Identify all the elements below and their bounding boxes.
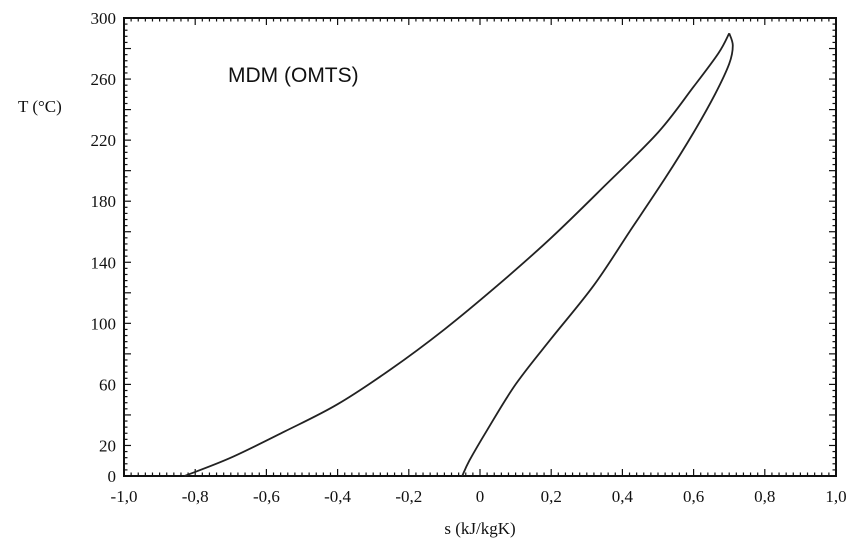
x-axis-title: s (kJ/kgK) — [444, 519, 515, 538]
x-tick-label: 1,0 — [825, 487, 846, 506]
y-tick-label: 20 — [99, 436, 116, 455]
x-tick-label: -0,6 — [253, 487, 280, 506]
axes: 0 20 60 100 140 180 220 260 300 -1,0 -0,8 -0,6 -0,4… — [91, 9, 847, 506]
y-tick-labels: 0 20 60 100 140 180 220 260 300 — [91, 9, 117, 486]
x-tick-label: -0,8 — [182, 487, 209, 506]
y-tick-label: 220 — [91, 131, 117, 150]
x-tick-label: -0,4 — [324, 487, 351, 506]
saturated-vapor-curve — [461, 32, 734, 477]
y-tick-label: 140 — [91, 253, 117, 272]
y-tick-label: 100 — [91, 314, 117, 333]
x-tick-label: -1,0 — [111, 487, 138, 506]
y-tick-label: 60 — [99, 375, 116, 394]
y-axis-title: T (°C) — [18, 97, 62, 116]
x-tick-labels: -1,0 -0,8 -0,6 -0,4 -0,2 0 0,2 0,4 0,6 0,8 1,0 — [111, 487, 847, 506]
x-tick-label: -0,2 — [395, 487, 422, 506]
y-tick-label: 180 — [91, 192, 117, 211]
x-tick-label: 0,6 — [683, 487, 704, 506]
y-tick-label: 260 — [91, 70, 117, 89]
tick-marks — [123, 17, 837, 477]
y-tick-label: 300 — [91, 9, 117, 28]
x-tick-label: 0,4 — [612, 487, 634, 506]
x-tick-label: 0 — [476, 487, 485, 506]
saturated-liquid-curve — [184, 32, 730, 477]
series-layer — [184, 32, 734, 477]
chart-title: MDM (OMTS) — [228, 64, 359, 87]
x-tick-label: 0,2 — [541, 487, 562, 506]
y-tick-label: 0 — [108, 467, 117, 486]
x-tick-label: 0,8 — [754, 487, 775, 506]
